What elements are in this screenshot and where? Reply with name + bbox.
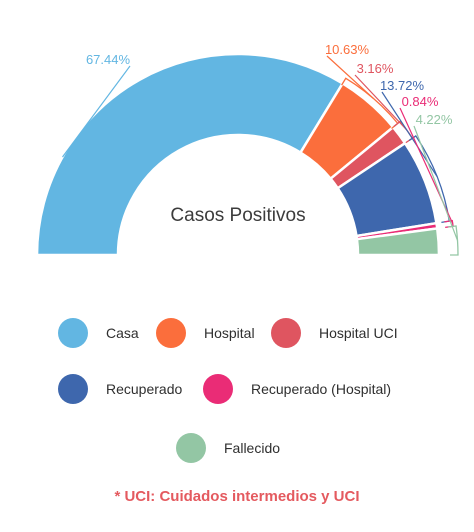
legend-swatch-hospital [156, 318, 186, 348]
chart-slices [35, 52, 441, 257]
connector-hospital [326, 55, 375, 100]
slice-fallecido[interactable] [355, 227, 441, 257]
connector-fallecido [413, 125, 459, 241]
legend-swatch-fallecido [176, 433, 206, 463]
legend-swatch-recuperado [58, 374, 88, 404]
legend-label-hospital-uci: Hospital UCI [319, 325, 398, 341]
legend-label-recuperado: Recuperado [106, 381, 183, 397]
legend-label-fallecido: Fallecido [224, 440, 281, 456]
legend-swatch-recuperado-hospital [203, 374, 233, 404]
data-label-casa: 67.44% [86, 52, 131, 67]
data-label-hospital: 10.63% [325, 42, 370, 57]
legend-item-recuperado[interactable]: Recuperado [58, 374, 182, 404]
legend-item-hospital-uci[interactable]: Hospital UCI [271, 318, 398, 348]
data-label-hospital-uci: 3.16% [357, 61, 394, 76]
legend-label-recuperado-hospital: Recuperado (Hospital) [251, 381, 392, 397]
data-label-recuperado: 13.72% [380, 78, 425, 93]
slice-casa[interactable] [35, 52, 345, 257]
chart-brackets [62, 55, 459, 256]
legend-item-recuperado-hospital[interactable]: Recuperado (Hospital) [203, 374, 391, 404]
legend-swatch-hospital-uci [271, 318, 301, 348]
connector-casa [62, 65, 131, 158]
data-label-recuperado-hospital: 0.84% [402, 94, 439, 109]
legend-label-casa: Casa [106, 325, 139, 341]
bracket-fallecido [448, 225, 459, 256]
legend-label-hospital: Hospital [204, 325, 255, 341]
legend-swatch-casa [58, 318, 88, 348]
connector-hospital-uci [354, 74, 407, 131]
chart-data-labels: 67.44% 10.63% 3.16% 13.72%0.84% 4.22% [86, 42, 453, 127]
legend-item-casa[interactable]: Casa [58, 318, 139, 348]
footnote: * UCI: Cuidados intermedios y UCI [114, 488, 360, 505]
legend-item-fallecido[interactable]: Fallecido [176, 433, 280, 463]
chart: 67.44% 10.63% 3.16% 13.72%0.84% 4.22% Casos … [35, 42, 459, 257]
chart-title: Casos Positivos [170, 205, 305, 226]
legend-item-hospital[interactable]: Hospital [156, 318, 255, 348]
data-label-fallecido: 4.22% [416, 112, 453, 127]
